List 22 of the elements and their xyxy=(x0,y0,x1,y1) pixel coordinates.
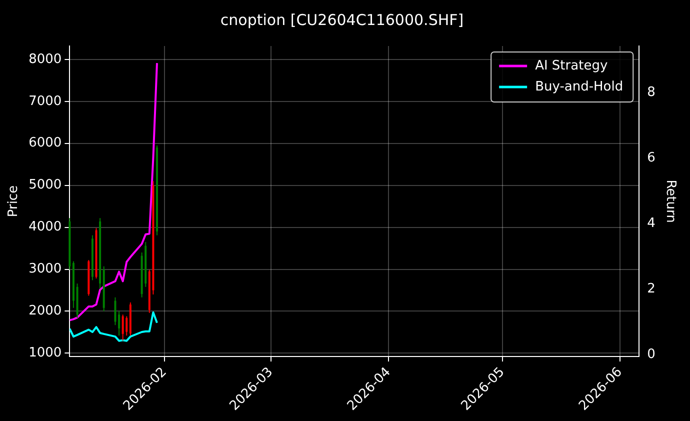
y-tick-label: 1000 xyxy=(28,346,62,361)
y2-tick-label: 8 xyxy=(647,84,656,100)
y2-tick-label: 4 xyxy=(647,216,656,231)
legend-label: Buy-and-Hold xyxy=(535,79,624,94)
chart-title: cnoption [CU2604C116000.SHF] xyxy=(220,10,464,29)
y2-axis-title: Return xyxy=(662,180,678,223)
y-axis-title: Price xyxy=(6,185,22,218)
y2-tick-label: 6 xyxy=(647,150,656,166)
y-tick-label: 7000 xyxy=(28,94,62,109)
candlestick xyxy=(122,314,124,342)
y-tick-label: 5000 xyxy=(28,178,62,193)
y-tick-label: 3000 xyxy=(28,262,62,277)
y2-tick-label: 2 xyxy=(647,281,656,296)
candlestick xyxy=(114,296,116,326)
y2-tick-label: 0 xyxy=(647,346,656,362)
legend-label: AI Strategy xyxy=(535,58,608,74)
candlestick xyxy=(126,316,128,336)
y-tick-label: 4000 xyxy=(28,220,62,235)
y-tick-label: 8000 xyxy=(28,52,62,67)
y-tick-label: 2000 xyxy=(28,304,62,319)
y-tick-label: 6000 xyxy=(28,136,62,151)
candlestick xyxy=(118,310,120,336)
